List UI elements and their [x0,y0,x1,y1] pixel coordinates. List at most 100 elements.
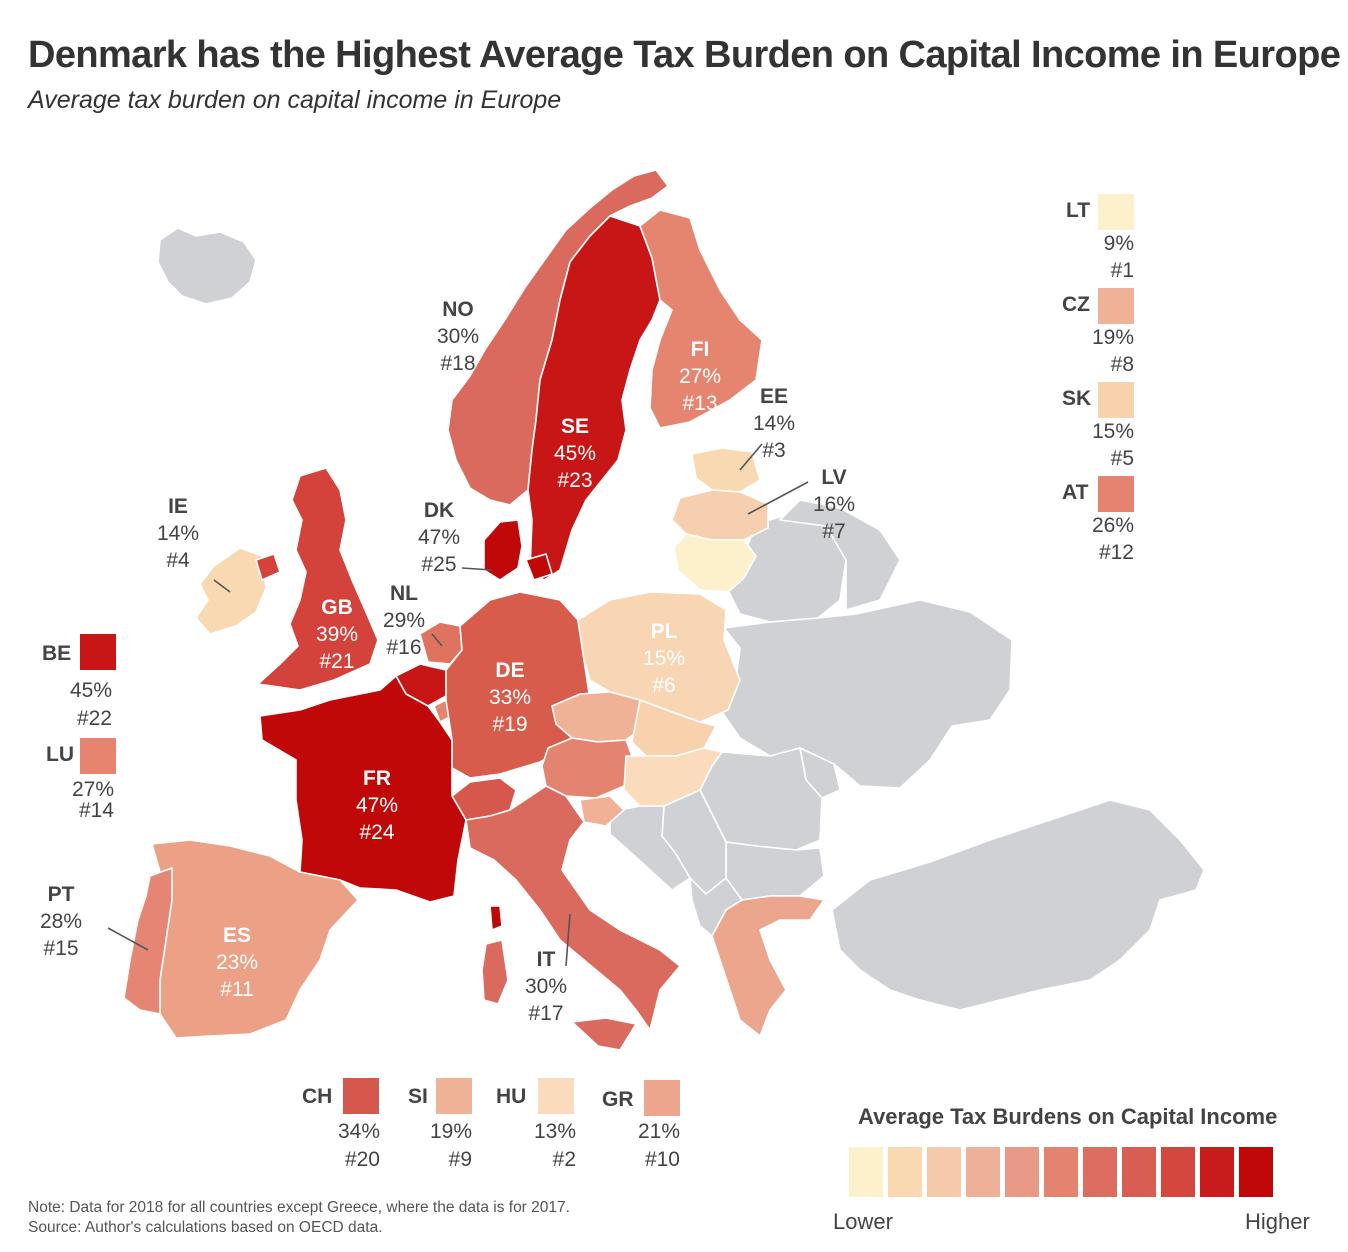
label-spain: ES 23% #11 [216,922,258,1003]
label-rate: 29% [382,609,426,632]
country-belarus [727,513,847,623]
inset-code: LU [46,743,74,766]
inset-greece: GR 21% #10 [598,1078,684,1174]
country-sweden [527,215,661,581]
inset-swatch [80,738,116,774]
label-sweden: SE 45% #23 [554,413,596,494]
inset-rank: #9 [448,1148,472,1171]
country-france [259,675,467,903]
label-code: DK [423,499,455,522]
label-finland: FI 27% #13 [679,336,721,417]
inset-rate: 34% [337,1120,380,1143]
label-rate: 16% [812,493,856,516]
country-corsica [489,905,503,931]
label-rate: 28% [39,910,83,933]
label-germany: DE 33% #19 [489,657,531,738]
label-rate: 45% [553,442,597,465]
legend-swatch [849,1147,883,1197]
label-rate: 14% [752,412,796,435]
inset-rank: #8 [1110,353,1134,376]
country-finland [639,209,763,429]
inset-code: SK [1062,387,1092,410]
country-northern-ireland [255,553,281,581]
inset-swatch [538,1078,574,1114]
inset-rate: 13% [533,1120,576,1143]
inset-rank: #5 [1110,447,1134,470]
inset-luxembourg: LU 27% #14 [38,736,120,826]
note-text: Note: Data for 2018 for all countries ex… [28,1199,570,1216]
country-poland [577,591,741,723]
label-rate: 30% [524,975,568,998]
label-rate: 27% [678,365,722,388]
inset-lithuania: LT 9% #1 [1056,192,1138,284]
inset-code: CH [302,1085,333,1108]
legend-swatch [888,1147,922,1197]
inset-slovenia: SI 19% #9 [402,1078,482,1174]
inset-swatch [644,1080,680,1116]
label-code: LV [821,466,847,489]
inset-switzerland: CH 34% #20 [300,1078,382,1174]
legend-swatch [1200,1147,1234,1197]
label-poland: PL 15% #6 [643,618,685,699]
country-greece [711,895,825,1037]
legend-title: Average Tax Burdens on Capital Income [858,1104,1278,1129]
inset-rate: 21% [637,1120,680,1143]
inset-rank: #12 [1098,541,1134,564]
label-rate: 14% [156,522,200,545]
inset-rank: #2 [552,1148,576,1171]
label-code: SE [560,415,589,438]
country-estonia [691,447,761,493]
inset-czechia: CZ 19% #8 [1056,286,1138,378]
country-sardinia [481,939,509,1005]
label-rank: #23 [557,469,593,492]
label-netherlands: NL 29% #16 [383,580,425,661]
inset-rank: #10 [644,1148,680,1171]
label-rate: 30% [436,325,480,348]
label-code: IT [536,948,556,971]
inset-swatch [1098,288,1134,324]
inset-code: BE [42,642,72,665]
legend-color-scale [849,1147,1273,1197]
label-rank: #11 [220,978,254,1001]
label-rank: #24 [359,821,395,844]
country-sicily [571,1017,637,1051]
inset-rank: #20 [344,1148,380,1171]
country-russia-west [779,499,901,611]
label-code: GB [321,596,353,619]
label-france: FR 47% #24 [356,765,398,846]
label-rank: #19 [492,713,528,736]
country-italy [465,785,681,1031]
country-hungary [623,747,723,807]
label-rate: 39% [315,623,359,646]
country-denmark [483,519,553,581]
inset-swatch [1098,194,1134,230]
inset-code: SI [408,1085,428,1108]
label-code: IE [168,495,188,518]
inset-swatch [343,1078,379,1114]
leader-lines [107,443,809,967]
label-rate: 23% [215,951,259,974]
inset-code: HU [496,1085,527,1108]
country-ukraine [721,599,1013,789]
inset-rank: #22 [76,707,112,730]
label-rank: #15 [43,937,79,960]
legend-swatch [1083,1147,1117,1197]
inset-code: AT [1062,481,1089,504]
label-norway: NO 30% #18 [437,296,479,377]
country-lithuania [673,533,757,593]
country-iceland [157,227,257,305]
label-latvia: LV 16% #7 [813,464,855,545]
inset-rate: 9% [1103,232,1134,255]
chart-title: Denmark has the Highest Average Tax Burd… [28,34,1341,76]
inset-belgium: BE 45% #22 [38,632,120,732]
chart-subtitle: Average tax burden on capital income in … [28,86,562,114]
inset-rate: 19% [429,1120,472,1143]
inset-swatch [1098,476,1134,512]
country-turkey [831,799,1205,1011]
label-estonia: EE 14% #3 [753,383,795,464]
label-portugal: PT 28% #15 [40,881,82,962]
legend-swatch [1122,1147,1156,1197]
label-uk: GB 39% #21 [316,594,358,675]
label-code: FI [690,338,710,361]
legend-swatch [966,1147,1000,1197]
